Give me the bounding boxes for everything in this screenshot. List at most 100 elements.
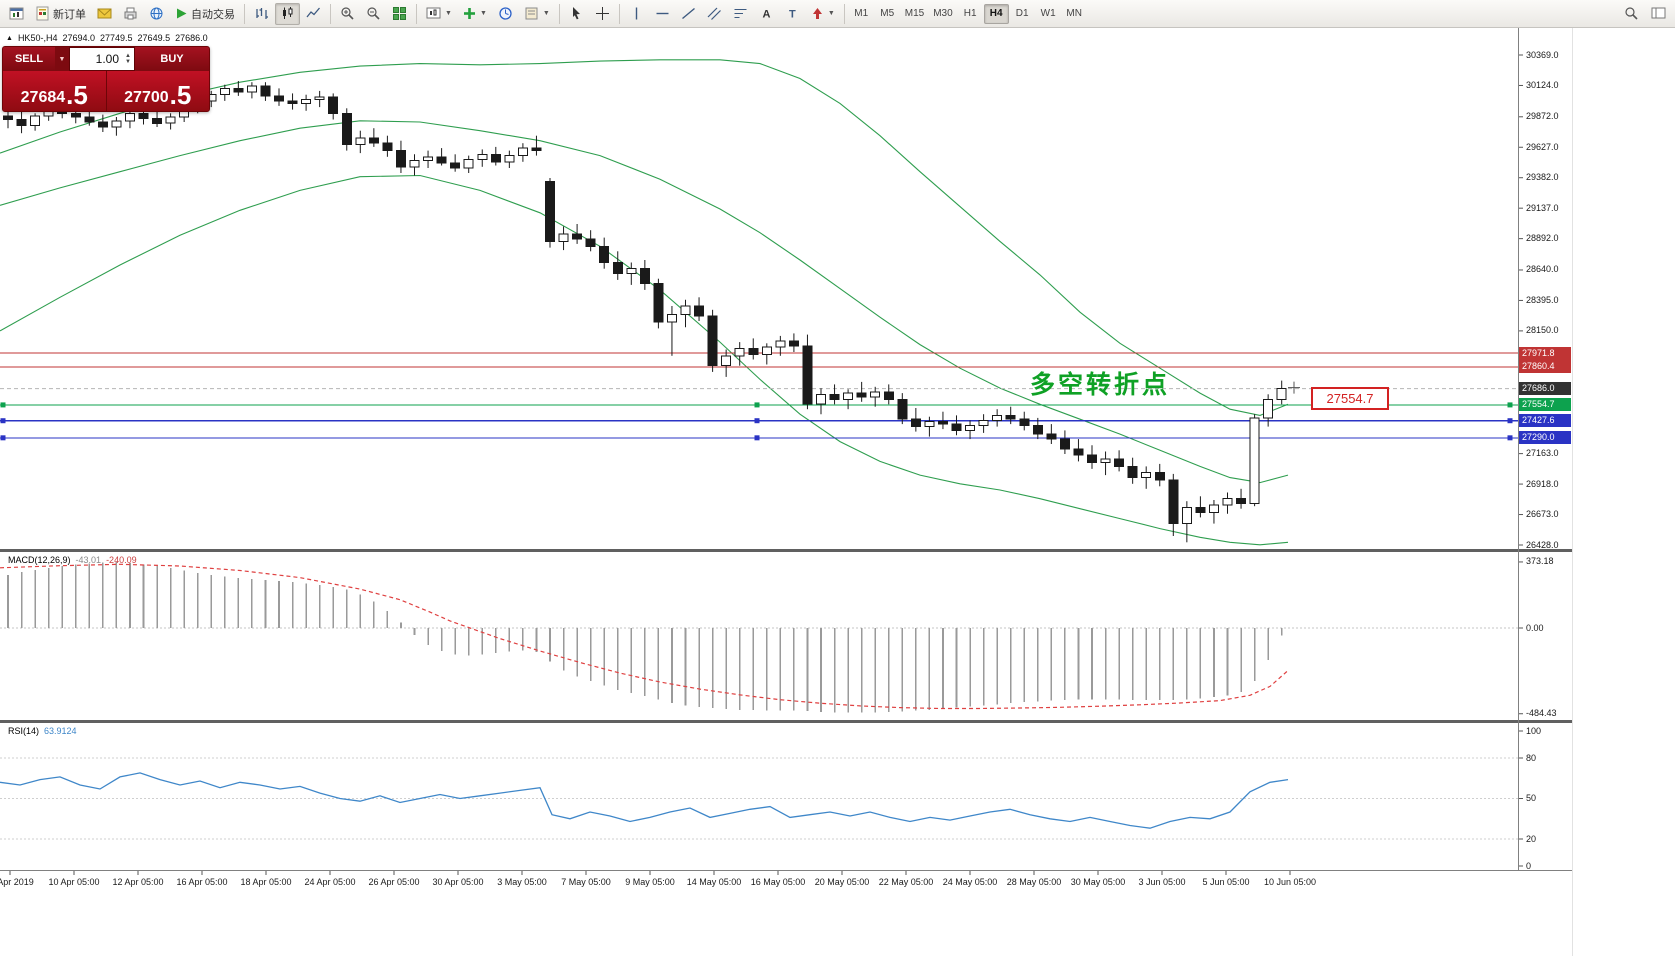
vertical-line-tool-icon[interactable] <box>624 3 649 25</box>
chart-annotation-text[interactable]: 多空转折点 <box>1030 371 1171 399</box>
line-chart-type-icon[interactable] <box>301 3 326 25</box>
auto-trading-button[interactable]: 自动交易 <box>170 3 240 25</box>
macd-scale-tick: 0.00 <box>1526 622 1544 633</box>
tile-windows-icon[interactable] <box>387 3 412 25</box>
low-value: 27649.5 <box>137 33 171 43</box>
chevron-down-icon: ▼ <box>542 10 550 17</box>
current-price-label[interactable]: 27686.0 <box>1519 382 1571 396</box>
time-axis-label: 28 May 05:00 <box>1006 877 1062 887</box>
print-icon[interactable] <box>118 3 143 25</box>
timeframe-button-h1[interactable]: H1 <box>963 8 977 19</box>
fibonacci-tool-icon[interactable] <box>728 3 753 25</box>
text-tool-icon[interactable]: A <box>754 3 779 25</box>
pane-separator[interactable] <box>0 720 1572 723</box>
arrows-tool-icon[interactable]: ▼ <box>806 3 840 25</box>
toolbar-separator <box>618 3 620 24</box>
cursor-tool-icon[interactable] <box>564 3 589 25</box>
chevron-down-icon: ▼ <box>479 10 487 17</box>
price-level-label[interactable]: 27290.0 <box>1519 431 1571 445</box>
rsi-value: 63.9124 <box>44 726 77 736</box>
zoom-in-icon[interactable] <box>335 3 360 25</box>
price-axis[interactable]: 30369.0 30124.0 29872.0 29627.0 29382.0 29137… <box>1519 0 1575 956</box>
buy-button[interactable]: BUY <box>135 47 209 71</box>
buy-price-frac: .5 <box>169 80 192 110</box>
new-chart-button[interactable]: ▼ <box>421 3 457 25</box>
time-axis-label: 26 Apr 05:00 <box>368 877 420 887</box>
zoom-out-icon[interactable] <box>361 3 386 25</box>
timeframe-button-m30[interactable]: M30 <box>933 8 953 19</box>
volume-input[interactable]: 1.00 ▲ ▼ <box>69 47 135 71</box>
chevron-down-icon: ▼ <box>827 10 835 17</box>
timeframe-button-mn[interactable]: MN <box>1066 8 1082 19</box>
mail-icon[interactable] <box>92 3 117 25</box>
templates-button[interactable]: ▼ <box>519 3 555 25</box>
rsi-scale-tick: 80 <box>1526 752 1537 763</box>
timeframe-button-h4[interactable]: H4 <box>983 3 1009 24</box>
trendline-tool-icon[interactable] <box>676 3 701 25</box>
price-axis-tick: 27163.0 <box>1526 448 1559 459</box>
rsi-scale-tick: 100 <box>1526 725 1542 736</box>
label-tool-icon[interactable]: T <box>780 3 805 25</box>
time-axis-label: 10 Apr 05:00 <box>48 877 100 887</box>
chart-window-icon[interactable] <box>4 3 29 25</box>
timeframe-button-d1[interactable]: D1 <box>1015 8 1029 19</box>
sell-price[interactable]: 27684 .5 <box>3 71 106 111</box>
buy-price[interactable]: 27700 .5 <box>107 71 210 111</box>
symbol-period-label: HK50-,H4 <box>17 33 58 43</box>
timeframe-button-w1[interactable]: W1 <box>1040 8 1056 19</box>
horizontal-line-tool-icon[interactable] <box>650 3 675 25</box>
rsi-scale-tick: 0 <box>1526 860 1532 871</box>
timeframe-button-m15[interactable]: M15 <box>904 8 925 19</box>
time-axis-label: 18 Apr 05:00 <box>240 877 292 887</box>
new-order-label: 新订单 <box>53 8 86 21</box>
svg-text:A: A <box>762 9 770 21</box>
price-level-label[interactable]: 27427.6 <box>1519 414 1571 428</box>
chart-header: ▲ HK50-,H4 27694.0 27749.5 27649.5 27686… <box>6 33 208 43</box>
price-axis-tick: 29627.0 <box>1526 141 1559 152</box>
layout-panel-icon[interactable] <box>1646 3 1671 25</box>
rsi-indicator-label: RSI(14) 63.9124 <box>8 726 77 736</box>
crosshair-tool-icon[interactable] <box>590 3 615 25</box>
one-click-trading-panel: SELL ▼ 1.00 ▲ ▼ BUY 27684 .5 27700 .5 <box>2 46 210 112</box>
pane-separator[interactable] <box>0 549 1572 552</box>
new-order-button[interactable]: 新订单 <box>30 3 91 25</box>
toolbar-separator <box>330 3 331 24</box>
time-axis[interactable]: 8 Apr 2019 10 Apr 05:00 12 Apr 05:00 16 Apr… <box>0 871 1572 893</box>
search-icon[interactable] <box>1619 3 1644 25</box>
time-axis-label: 24 Apr 05:00 <box>304 877 356 887</box>
price-callout-label[interactable]: 27554.7 <box>1311 387 1389 410</box>
time-axis-label: 22 May 05:00 <box>878 877 934 887</box>
main-toolbar: 新订单 自动交易 <box>0 0 1675 28</box>
price-axis-tick: 26673.0 <box>1526 509 1559 520</box>
rsi-scale-tick: 20 <box>1526 833 1537 844</box>
timeframe-button-m1[interactable]: M1 <box>854 8 869 19</box>
toolbar-separator <box>843 3 845 24</box>
time-axis-label: 16 May 05:00 <box>750 877 806 887</box>
high-value: 27749.5 <box>100 33 133 43</box>
volume-dropdown-icon[interactable]: ▼ <box>55 47 69 71</box>
price-level-label[interactable]: 27554.7 <box>1519 398 1571 412</box>
timeframe-button-m5[interactable]: M5 <box>880 8 895 19</box>
macd-signal-value: -240.09 <box>106 555 137 565</box>
chevron-down-icon: ▼ <box>445 10 452 17</box>
clock-icon[interactable] <box>493 3 518 25</box>
bar-chart-type-icon[interactable] <box>249 3 274 25</box>
toolbar-separator <box>558 3 560 24</box>
price-axis-tick: 28150.0 <box>1526 325 1559 336</box>
price-axis-tick: 29137.0 <box>1526 202 1559 213</box>
web-icon[interactable] <box>144 3 169 25</box>
indicators-button[interactable]: ▼ <box>458 3 492 25</box>
price-level-label[interactable]: 27860.4 <box>1519 360 1571 374</box>
candlestick-chart-type-icon[interactable] <box>275 2 300 25</box>
channel-tool-icon[interactable] <box>702 3 727 25</box>
price-axis-tick: 29382.0 <box>1526 172 1559 183</box>
price-level-label[interactable]: 27971.8 <box>1519 346 1571 360</box>
rsi-name: RSI(14) <box>8 726 40 736</box>
rsi-scale-tick: 50 <box>1526 793 1537 803</box>
one-click-toggle-icon[interactable]: ▲ <box>6 34 13 42</box>
volume-spinner[interactable]: ▲ ▼ <box>125 53 131 65</box>
time-axis-label: 10 Jun 05:00 <box>1263 877 1317 887</box>
sell-button[interactable]: SELL <box>3 47 55 71</box>
sell-price-main: 27684 <box>20 89 66 106</box>
